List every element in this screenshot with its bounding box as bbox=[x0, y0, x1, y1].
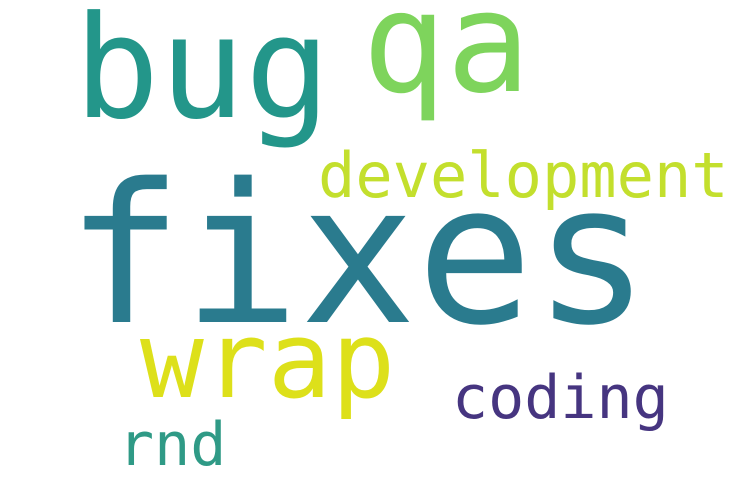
word-rnd: rnd bbox=[118, 410, 227, 480]
word-wrap: wrap bbox=[140, 299, 396, 422]
word-development: development bbox=[318, 139, 729, 212]
word-coding: coding bbox=[452, 363, 669, 433]
word-fixes: fixes bbox=[66, 142, 650, 368]
word-qa: qa bbox=[362, 0, 531, 125]
word-bug: bug bbox=[74, 0, 331, 151]
